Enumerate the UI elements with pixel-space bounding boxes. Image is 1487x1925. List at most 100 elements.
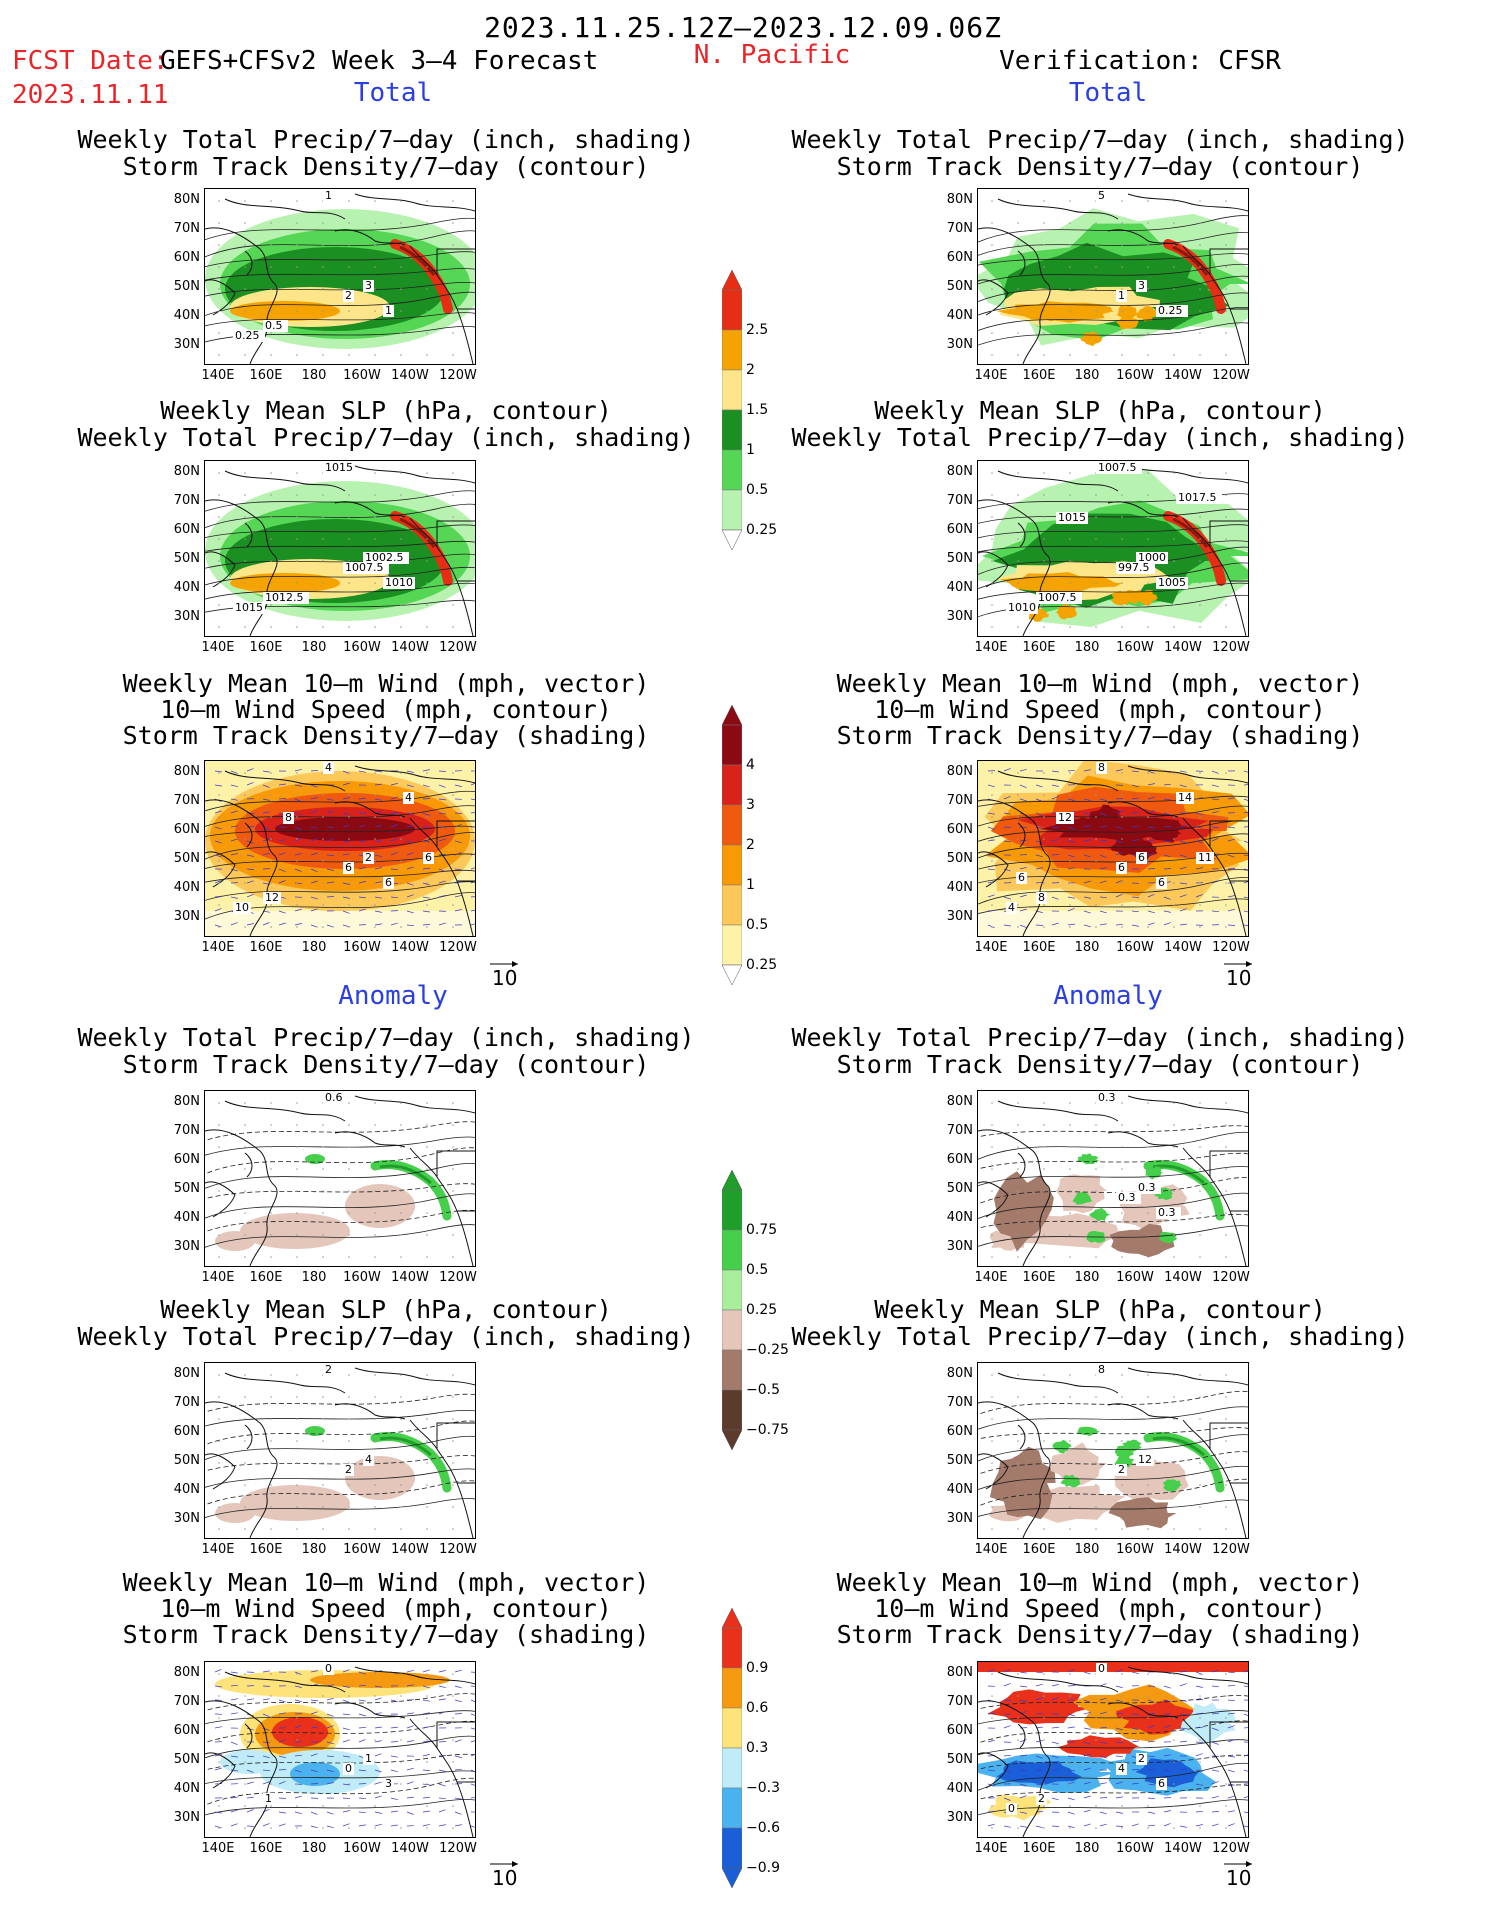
contour-label: 4 bbox=[365, 1453, 372, 1466]
lon-tick-label: 160E bbox=[1022, 1542, 1056, 1557]
colorbar-label: 0.5 bbox=[746, 917, 769, 933]
lon-tick-label: 140E bbox=[974, 368, 1008, 383]
grid-dots bbox=[218, 1102, 454, 1258]
contour-label: 6 bbox=[1158, 1777, 1165, 1790]
contour-label: 11 bbox=[1198, 851, 1212, 864]
contours bbox=[978, 795, 1248, 915]
contour-label: 0 bbox=[1098, 1662, 1105, 1675]
contour-label: 6 bbox=[1158, 876, 1165, 889]
lon-tick-label: 140E bbox=[974, 1270, 1008, 1285]
lon-tick-label: 140E bbox=[201, 368, 235, 383]
contour-label: 4 bbox=[405, 791, 412, 804]
coastline bbox=[978, 1095, 1248, 1266]
lon-tick-label: 120W bbox=[1212, 1841, 1250, 1856]
grid-dots bbox=[991, 200, 1227, 356]
colorbar-label: 1 bbox=[746, 877, 755, 893]
section-total-right: Total bbox=[1068, 78, 1148, 108]
lat-tick-label: 60N bbox=[173, 522, 200, 537]
lon-tick-label: 180 bbox=[1074, 1542, 1100, 1557]
lat-tick-label: 30N bbox=[173, 1511, 200, 1526]
contours bbox=[978, 215, 1248, 346]
contour-label: 4 bbox=[1008, 901, 1015, 914]
vector-reference bbox=[1222, 1854, 1256, 1873]
colorbar-label: 0.9 bbox=[746, 1660, 769, 1676]
lat-tick-label: 70N bbox=[946, 1123, 973, 1138]
contour-label: 0 bbox=[345, 1762, 352, 1775]
panel-title: Storm Track Density/7–day (shading) bbox=[836, 1620, 1364, 1649]
lat-tick-label: 30N bbox=[173, 1239, 200, 1254]
lon-tick-label: 180 bbox=[301, 940, 327, 955]
lon-tick-label: 120W bbox=[1212, 368, 1250, 383]
contour-label: 8 bbox=[1098, 761, 1105, 774]
contour-label: 2 bbox=[1138, 1752, 1145, 1765]
panel-title: Weekly Total Precip/7–day (inch, shading… bbox=[77, 423, 695, 452]
grid-dots bbox=[218, 472, 454, 628]
lon-tick-label: 160W bbox=[343, 940, 381, 955]
contour-label: 0.25 bbox=[235, 329, 260, 342]
contours bbox=[978, 1695, 1248, 1816]
wind-vectors bbox=[214, 768, 475, 928]
colorbar-label: 1.5 bbox=[746, 402, 769, 418]
lat-tick-label: 60N bbox=[946, 822, 973, 837]
lon-tick-label: 160E bbox=[1022, 368, 1056, 383]
lat-tick-label: 60N bbox=[946, 250, 973, 265]
fcst-date-label: FCST Date: bbox=[12, 46, 169, 76]
panel-title: Weekly Mean 10–m Wind (mph, vector) bbox=[836, 1568, 1364, 1597]
contour-label: 1002.5 bbox=[365, 551, 404, 564]
lon-tick-label: 160E bbox=[1022, 1841, 1056, 1856]
contour-label: 1 bbox=[265, 1792, 272, 1805]
lat-tick-label: 80N bbox=[946, 1094, 973, 1109]
contour-label: 2 bbox=[325, 1363, 332, 1376]
lon-tick-label: 140E bbox=[201, 1542, 235, 1557]
lon-tick-label: 160E bbox=[249, 1270, 283, 1285]
lon-tick-label: 140W bbox=[391, 1841, 429, 1856]
colorbar-label: 0.6 bbox=[746, 1700, 769, 1716]
contour-label: 1007.5 bbox=[345, 561, 384, 574]
lat-tick-label: 80N bbox=[173, 1665, 200, 1680]
panel-title: Weekly Mean 10–m Wind (mph, vector) bbox=[122, 1568, 650, 1597]
lat-tick-label: 40N bbox=[173, 580, 200, 595]
grid-dots bbox=[218, 1374, 454, 1530]
lon-tick-label: 120W bbox=[439, 368, 477, 383]
contour-label: 1 bbox=[365, 1752, 372, 1765]
coastline bbox=[978, 1367, 1248, 1538]
map-panel-v-pa: 0.3 0.3 0.3 0.3 bbox=[977, 1090, 1249, 1267]
lon-tick-label: 160E bbox=[1022, 1270, 1056, 1285]
contour-label: 1 bbox=[325, 189, 332, 202]
contour-label: 8 bbox=[1038, 891, 1045, 904]
lon-tick-label: 160W bbox=[1116, 1270, 1154, 1285]
contour-label: 1017.5 bbox=[1178, 491, 1217, 504]
contour-label: 1015 bbox=[235, 601, 263, 614]
contour-label: 2 bbox=[1118, 1463, 1125, 1476]
contour-label: 4 bbox=[325, 761, 332, 774]
grid-dots bbox=[991, 1374, 1227, 1530]
contour-label: 0.25 bbox=[1158, 304, 1183, 317]
lon-tick-label: 120W bbox=[1212, 940, 1250, 955]
lon-tick-label: 140W bbox=[391, 940, 429, 955]
lat-tick-label: 50N bbox=[173, 279, 200, 294]
lon-tick-label: 160E bbox=[249, 1841, 283, 1856]
contour-label: 0.5 bbox=[265, 319, 283, 332]
lon-tick-label: 140W bbox=[1164, 640, 1202, 655]
panel-title: Storm Track Density/7–day (shading) bbox=[122, 721, 650, 750]
lat-tick-label: 70N bbox=[173, 1123, 200, 1138]
lat-tick-label: 50N bbox=[946, 1453, 973, 1468]
grid-dots bbox=[218, 200, 454, 356]
lat-tick-label: 30N bbox=[173, 337, 200, 352]
lon-tick-label: 140E bbox=[974, 1542, 1008, 1557]
lon-tick-label: 120W bbox=[1212, 640, 1250, 655]
contour-label: 1007.5 bbox=[1038, 591, 1077, 604]
lon-tick-label: 140W bbox=[391, 640, 429, 655]
map-panel-f-sp: 1015 1002.5 1007.5 1010 1012.5 1015 bbox=[204, 460, 476, 637]
lat-tick-label: 80N bbox=[173, 764, 200, 779]
colorbar-label: 2 bbox=[746, 837, 755, 853]
panel-title: Storm Track Density/7–day (shading) bbox=[836, 721, 1364, 750]
contours bbox=[205, 790, 475, 920]
lat-tick-label: 40N bbox=[173, 1210, 200, 1225]
panel-title: Weekly Mean SLP (hPa, contour) bbox=[160, 396, 612, 425]
lat-tick-label: 60N bbox=[173, 1424, 200, 1439]
contour-label: 1010 bbox=[385, 576, 413, 589]
lat-tick-label: 50N bbox=[946, 851, 973, 866]
panel-title: Weekly Total Precip/7–day (inch, shading… bbox=[77, 125, 695, 154]
